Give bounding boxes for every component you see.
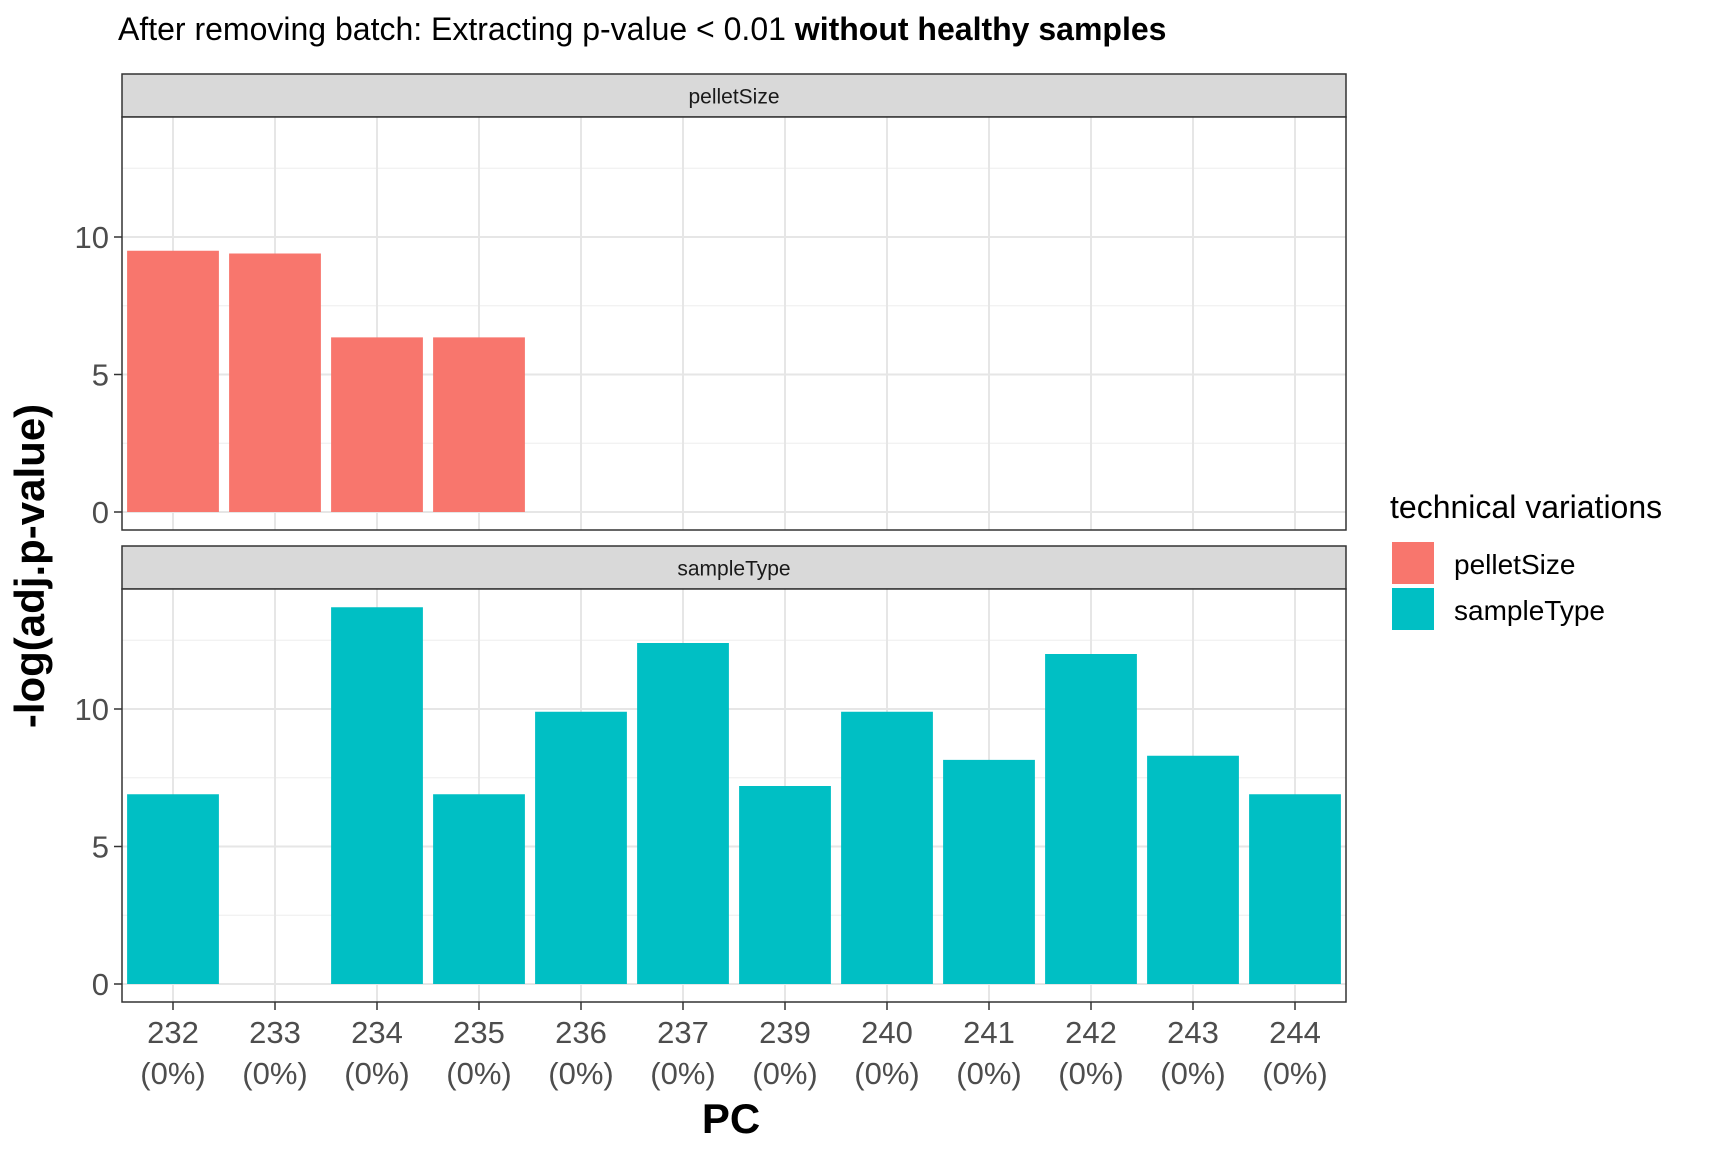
legend-key-pelletSize	[1392, 542, 1434, 584]
x-tick-label: 234	[351, 1015, 403, 1050]
x-axis-label: PC	[702, 1095, 760, 1142]
x-tick-sublabel: (0%)	[1058, 1056, 1123, 1091]
x-axis: 232 (0%) 233 (0%) 234 (0%) 235 (0%) 236 (0%) 237 (0…	[140, 1002, 1328, 1091]
x-tick-label: 237	[657, 1015, 709, 1050]
bar-sampleType-244	[1249, 794, 1341, 984]
x-tick-sublabel: (0%)	[548, 1056, 613, 1091]
x-tick-sublabel: (0%)	[650, 1056, 715, 1091]
legend-label-pelletSize: pelletSize	[1454, 549, 1575, 580]
bar-pelletSize-234	[331, 337, 423, 512]
panel-background	[122, 589, 1346, 1002]
x-tick-label: 242	[1065, 1015, 1117, 1050]
x-tick-sublabel: (0%)	[446, 1056, 511, 1091]
bar-sampleType-236	[535, 711, 627, 984]
legend-label-sampleType: sampleType	[1454, 595, 1605, 626]
x-tick-sublabel: (0%)	[1160, 1056, 1225, 1091]
x-tick-sublabel: (0%)	[1262, 1056, 1327, 1091]
x-tick-label: 239	[759, 1015, 811, 1050]
x-tick-label: 235	[453, 1015, 505, 1050]
chart-title-plain: After removing batch: Extracting p-value…	[118, 11, 795, 47]
x-tick-sublabel: (0%)	[752, 1056, 817, 1091]
x-tick-sublabel: (0%)	[854, 1056, 919, 1091]
x-tick-label: 233	[249, 1015, 301, 1050]
facet-panel-sampleType: sampleType 0 5 10	[75, 545, 1347, 1003]
x-tick-label: 240	[861, 1015, 913, 1050]
bar-sampleType-240	[841, 711, 933, 984]
bar-sampleType-243	[1147, 755, 1239, 984]
legend-key-sampleType	[1392, 588, 1434, 630]
x-tick-label: 232	[147, 1015, 199, 1050]
bar-pelletSize-235	[433, 337, 525, 512]
y-tick-label: 0	[92, 967, 109, 1002]
bar-sampleType-232	[127, 794, 219, 984]
x-tick-label: 243	[1167, 1015, 1219, 1050]
y-axis-label: -log(adj.p-value)	[6, 404, 53, 728]
y-tick-label: 5	[92, 358, 109, 393]
bar-sampleType-239	[739, 786, 831, 984]
bar-sampleType-241	[943, 759, 1035, 984]
facet-strip-background	[121, 545, 1347, 590]
x-tick-label: 244	[1269, 1015, 1321, 1050]
facet-strip-label: pelletSize	[688, 86, 779, 109]
bar-sampleType-237	[637, 643, 729, 984]
legend: technical variations pelletSize sampleType	[1390, 489, 1662, 630]
facet-strip-label: sampleType	[677, 558, 790, 581]
y-tick-label: 10	[75, 692, 109, 727]
bar-sampleType-242	[1045, 654, 1137, 984]
bar-pelletSize-233	[229, 253, 321, 512]
x-tick-sublabel: (0%)	[956, 1056, 1021, 1091]
chart-title-bold: without healthy samples	[794, 11, 1167, 47]
y-tick-label: 5	[92, 830, 109, 865]
panel-border	[121, 588, 1347, 1003]
bar-pelletSize-232	[127, 250, 219, 512]
x-tick-sublabel: (0%)	[242, 1056, 307, 1091]
facet-panel-pelletSize: pelletSize 0 5 10	[75, 73, 1347, 531]
legend-title: technical variations	[1390, 489, 1662, 525]
bar-sampleType-234	[331, 607, 423, 984]
x-tick-label: 241	[963, 1015, 1015, 1050]
x-tick-sublabel: (0%)	[140, 1056, 205, 1091]
x-tick-sublabel: (0%)	[344, 1056, 409, 1091]
facet-panels: pelletSize 0 5 10 sampleType 0 5 10	[75, 73, 1347, 1003]
x-tick-label: 236	[555, 1015, 607, 1050]
facet-strip-background	[121, 73, 1347, 118]
panel-border	[121, 116, 1347, 531]
y-tick-label: 0	[92, 495, 109, 530]
bar-sampleType-235	[433, 794, 525, 984]
panel-background	[122, 117, 1346, 530]
chart-title: After removing batch: Extracting p-value…	[118, 11, 1166, 47]
y-tick-label: 10	[75, 220, 109, 255]
